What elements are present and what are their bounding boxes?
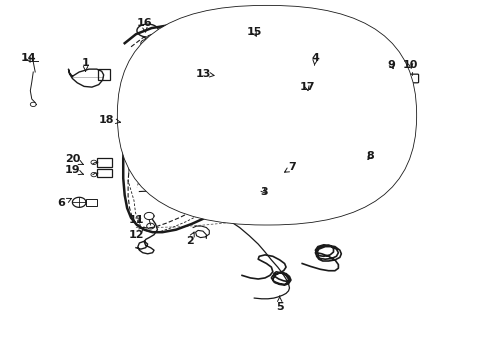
Text: 7: 7: [284, 162, 296, 172]
Text: 17: 17: [299, 82, 314, 92]
Text: 9: 9: [386, 60, 394, 70]
Text: 3: 3: [260, 186, 267, 197]
Text: 16: 16: [136, 18, 152, 32]
Text: 1: 1: [81, 58, 89, 71]
Text: 13: 13: [195, 69, 214, 79]
FancyBboxPatch shape: [117, 5, 416, 225]
Text: 14: 14: [20, 53, 36, 63]
Text: 15: 15: [246, 27, 262, 37]
Text: 4: 4: [311, 53, 319, 66]
Text: 20: 20: [64, 154, 83, 165]
Text: 12: 12: [128, 227, 144, 240]
Text: 2: 2: [185, 232, 194, 246]
Text: 10: 10: [402, 60, 418, 70]
Text: 5: 5: [275, 296, 283, 312]
Text: 18: 18: [99, 114, 120, 125]
Text: 11: 11: [128, 215, 143, 225]
Text: 8: 8: [366, 150, 374, 161]
Text: 19: 19: [64, 165, 83, 175]
Text: 6: 6: [57, 198, 71, 208]
